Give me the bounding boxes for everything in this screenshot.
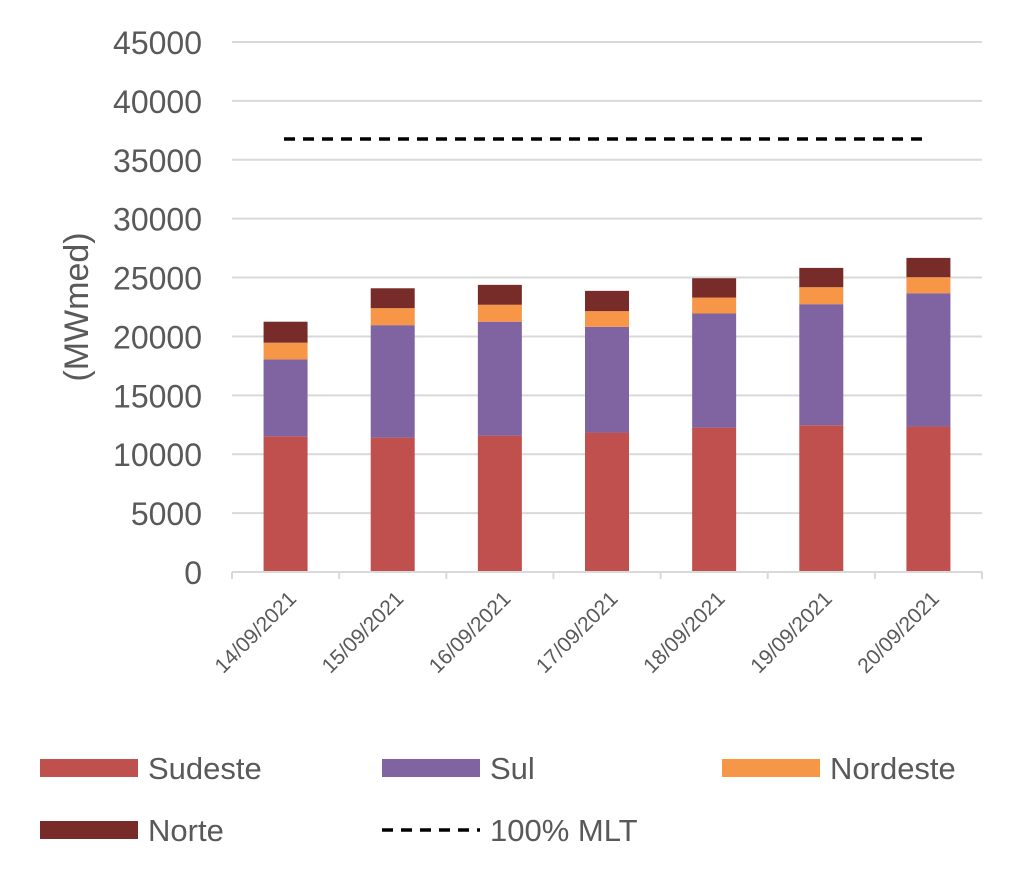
bar-norte xyxy=(906,257,951,278)
bar-sul xyxy=(263,359,308,437)
y-tick-label: 20000 xyxy=(113,319,202,355)
legend-item: Nordeste xyxy=(722,751,956,786)
bar-sul xyxy=(585,326,629,433)
bar-norte xyxy=(585,290,629,312)
bar-nordeste xyxy=(585,311,629,327)
x-tick-label: 15/09/2021 xyxy=(318,587,409,678)
bars xyxy=(263,257,951,572)
bar-norte xyxy=(370,288,415,309)
gridlines xyxy=(232,41,982,515)
bar-nordeste xyxy=(370,308,415,326)
y-tick-label: 30000 xyxy=(113,202,202,238)
bar-nordeste xyxy=(906,277,951,294)
y-tick-label: 35000 xyxy=(113,143,202,179)
y-tick-label: 25000 xyxy=(113,261,202,297)
x-tick-label: 19/09/2021 xyxy=(746,587,837,678)
bar-sul xyxy=(906,293,951,427)
y-axis-label: (MWmed) xyxy=(58,232,96,381)
legend-label: Norte xyxy=(148,813,224,848)
bar-sul xyxy=(370,325,415,438)
x-axis-ticks: 14/09/2021 15/09/2021 16/09/2021 17/09/2021… xyxy=(211,572,983,678)
bar-norte xyxy=(263,321,308,343)
legend-label: Nordeste xyxy=(830,751,956,786)
x-tick-label: 18/09/2021 xyxy=(639,587,730,678)
legend-label: Sudeste xyxy=(148,751,262,786)
bar-sudeste xyxy=(263,436,308,572)
bar-sudeste xyxy=(692,427,737,572)
bar-norte xyxy=(477,284,522,305)
y-tick-label: 10000 xyxy=(113,437,202,473)
y-tick-label: 5000 xyxy=(131,496,202,532)
bar-nordeste xyxy=(477,304,522,322)
legend-swatch xyxy=(40,759,138,777)
bar-sudeste xyxy=(477,435,522,572)
legend-swatch xyxy=(382,759,480,777)
bar-sudeste xyxy=(370,437,415,572)
bar-norte xyxy=(692,278,737,298)
bar-sudeste xyxy=(585,432,629,572)
bar-sudeste xyxy=(906,426,951,572)
y-tick-label: 40000 xyxy=(113,84,202,120)
bar-norte xyxy=(799,267,844,288)
y-tick-label: 0 xyxy=(184,555,202,591)
legend-label: 100% MLT xyxy=(490,813,638,848)
legend-swatch xyxy=(722,759,820,777)
x-tick-label: 20/09/2021 xyxy=(853,587,944,678)
bar-sul xyxy=(799,304,844,426)
legend-swatch xyxy=(40,821,138,839)
x-tick-label: 16/09/2021 xyxy=(425,587,516,678)
y-tick-label: 45000 xyxy=(113,25,202,61)
legend-item: Norte xyxy=(40,813,224,848)
bar-sul xyxy=(692,313,737,428)
legend-item: 100% MLT xyxy=(382,813,638,848)
legend-label: Sul xyxy=(490,751,535,786)
bar-nordeste xyxy=(799,287,844,305)
legend: Sudeste Sul Nordeste Norte 100% MLT xyxy=(40,751,956,848)
bar-sul xyxy=(477,321,522,436)
y-axis-ticks: 0 5000 10000 15000 20000 25000 30000 35000 40000… xyxy=(113,25,202,591)
bar-nordeste xyxy=(692,297,737,314)
legend-item: Sul xyxy=(382,751,535,786)
y-tick-label: 15000 xyxy=(113,378,202,414)
x-tick-label: 14/09/2021 xyxy=(211,587,302,678)
bar-nordeste xyxy=(263,342,308,360)
bar-sudeste xyxy=(799,425,844,572)
x-tick-label: 17/09/2021 xyxy=(532,587,623,678)
legend-item: Sudeste xyxy=(40,751,262,786)
